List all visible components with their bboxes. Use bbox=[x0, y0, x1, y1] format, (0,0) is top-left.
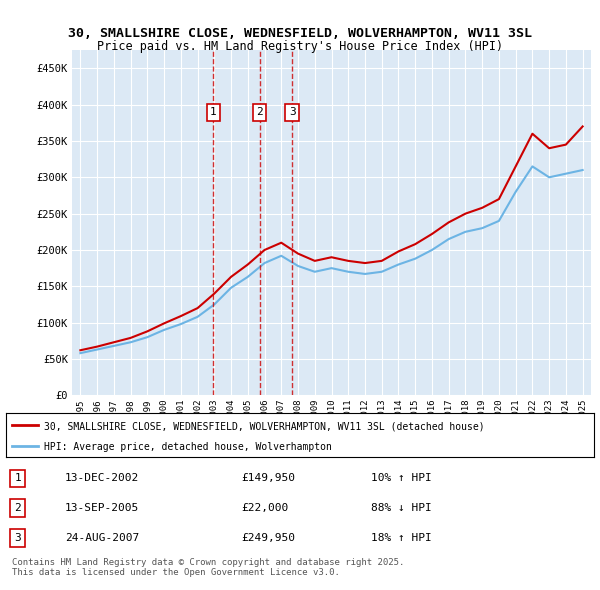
Text: 1: 1 bbox=[14, 474, 21, 483]
Text: This data is licensed under the Open Government Licence v3.0.: This data is licensed under the Open Gov… bbox=[12, 568, 340, 576]
Text: 30, SMALLSHIRE CLOSE, WEDNESFIELD, WOLVERHAMPTON, WV11 3SL (detached house): 30, SMALLSHIRE CLOSE, WEDNESFIELD, WOLVE… bbox=[44, 421, 485, 431]
Text: Price paid vs. HM Land Registry's House Price Index (HPI): Price paid vs. HM Land Registry's House … bbox=[97, 40, 503, 53]
Text: HPI: Average price, detached house, Wolverhampton: HPI: Average price, detached house, Wolv… bbox=[44, 442, 332, 452]
Text: 10% ↑ HPI: 10% ↑ HPI bbox=[371, 474, 431, 483]
Text: 2: 2 bbox=[14, 503, 21, 513]
Text: £22,000: £22,000 bbox=[241, 503, 289, 513]
Text: 30, SMALLSHIRE CLOSE, WEDNESFIELD, WOLVERHAMPTON, WV11 3SL: 30, SMALLSHIRE CLOSE, WEDNESFIELD, WOLVE… bbox=[68, 27, 532, 40]
Text: 24-AUG-2007: 24-AUG-2007 bbox=[65, 533, 139, 543]
Text: 88% ↓ HPI: 88% ↓ HPI bbox=[371, 503, 431, 513]
Text: 18% ↑ HPI: 18% ↑ HPI bbox=[371, 533, 431, 543]
Text: 2: 2 bbox=[256, 107, 263, 117]
Text: £249,950: £249,950 bbox=[241, 533, 295, 543]
Text: 3: 3 bbox=[14, 533, 21, 543]
Text: 13-DEC-2002: 13-DEC-2002 bbox=[65, 474, 139, 483]
Text: 3: 3 bbox=[289, 107, 296, 117]
Text: £149,950: £149,950 bbox=[241, 474, 295, 483]
Text: Contains HM Land Registry data © Crown copyright and database right 2025.: Contains HM Land Registry data © Crown c… bbox=[12, 558, 404, 566]
Text: 1: 1 bbox=[210, 107, 217, 117]
Text: 13-SEP-2005: 13-SEP-2005 bbox=[65, 503, 139, 513]
